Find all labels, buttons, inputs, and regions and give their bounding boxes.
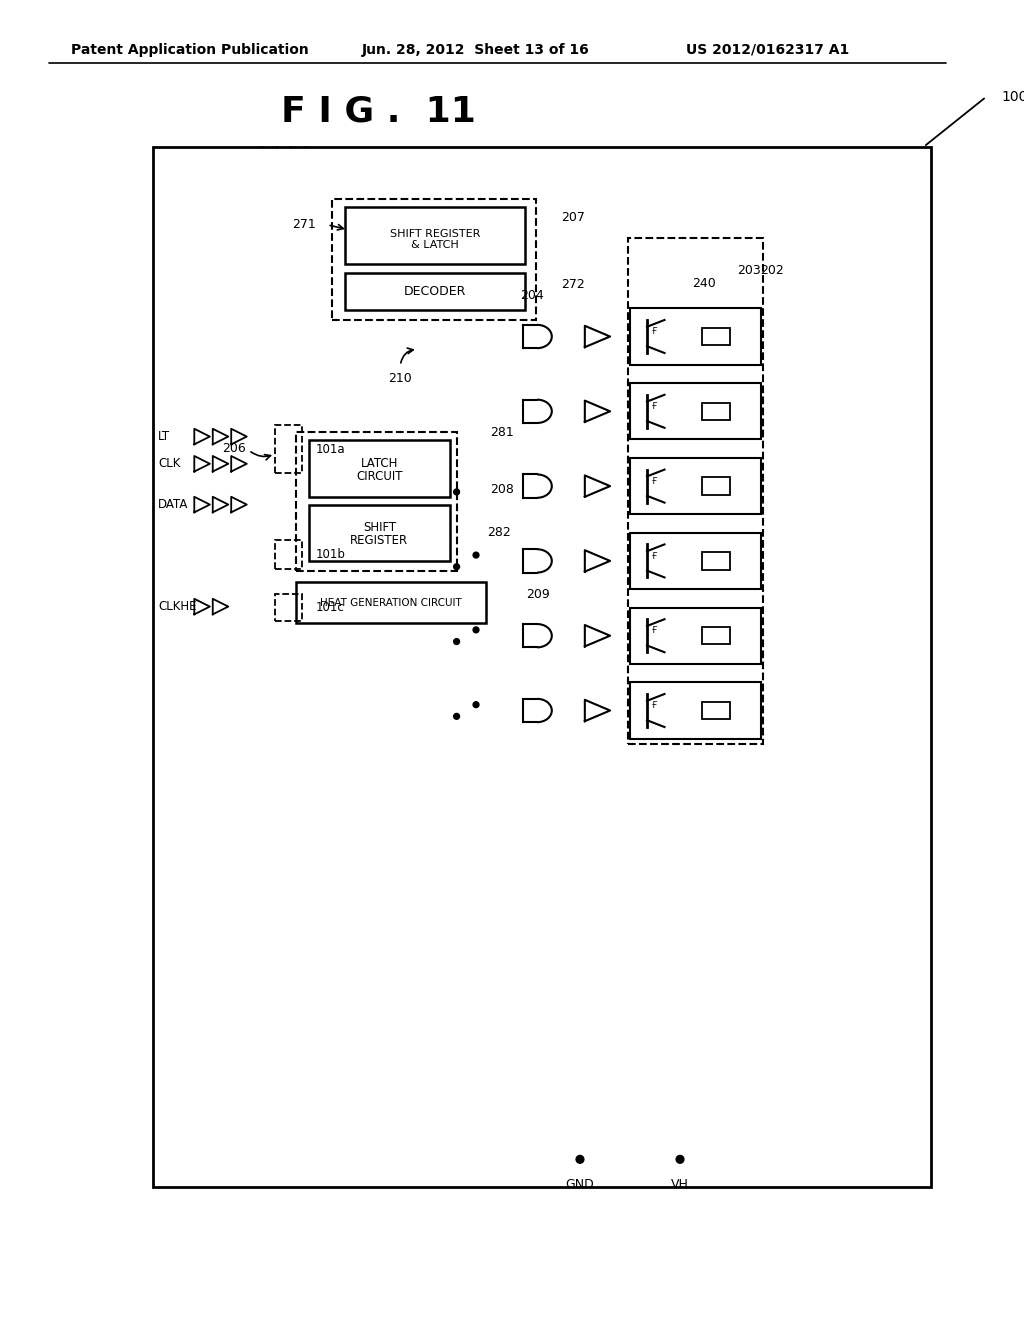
Circle shape [454, 564, 460, 570]
Text: DECODER: DECODER [403, 285, 466, 298]
Text: Patent Application Publication: Patent Application Publication [71, 44, 308, 57]
Text: 101a: 101a [315, 442, 345, 455]
Text: Ғ: Ғ [652, 327, 657, 337]
Bar [702, 552, 729, 570]
Text: 207: 207 [561, 211, 586, 224]
Circle shape [454, 488, 460, 495]
Text: 272: 272 [561, 277, 586, 290]
Bar [630, 682, 761, 739]
Text: 100: 100 [1001, 90, 1024, 103]
Bar [154, 147, 931, 1187]
Text: LT: LT [159, 430, 170, 444]
Text: Ғ: Ғ [652, 552, 657, 561]
Bar [296, 582, 485, 623]
Bar [630, 607, 761, 664]
Bar [345, 207, 524, 264]
Bar [630, 458, 761, 515]
Bar [309, 504, 450, 561]
Text: 202: 202 [761, 264, 784, 277]
Bar [274, 540, 302, 569]
Text: 204: 204 [520, 289, 544, 302]
Circle shape [473, 627, 479, 632]
Bar [296, 432, 457, 570]
Text: VH: VH [671, 1177, 689, 1191]
Text: LATCH: LATCH [360, 457, 398, 470]
Circle shape [473, 702, 479, 708]
Text: 210: 210 [388, 372, 413, 384]
Text: 206: 206 [222, 442, 246, 454]
Text: 209: 209 [526, 589, 550, 602]
Text: SHIFT REGISTER: SHIFT REGISTER [389, 228, 480, 239]
Bar [630, 383, 761, 440]
Text: F I G .  11: F I G . 11 [282, 94, 476, 128]
Bar [630, 309, 761, 364]
Text: SHIFT: SHIFT [362, 521, 396, 535]
Text: 101b: 101b [315, 548, 346, 561]
Text: CLK: CLK [159, 457, 180, 470]
Bar [274, 425, 302, 474]
Text: 240: 240 [692, 277, 716, 289]
Text: CIRCUIT: CIRCUIT [356, 470, 402, 483]
Text: Jun. 28, 2012  Sheet 13 of 16: Jun. 28, 2012 Sheet 13 of 16 [362, 44, 590, 57]
Text: CLKHE: CLKHE [159, 601, 197, 612]
Text: 282: 282 [486, 527, 510, 540]
Text: Ғ: Ғ [652, 403, 657, 411]
Bar [345, 273, 524, 310]
Text: DATA: DATA [159, 498, 188, 511]
Bar [702, 478, 729, 495]
Circle shape [577, 1155, 584, 1163]
Bar [702, 627, 729, 644]
Bar [702, 702, 729, 719]
Circle shape [454, 639, 460, 644]
Text: Ғ: Ғ [652, 477, 657, 486]
Text: REGISTER: REGISTER [350, 535, 409, 546]
Text: GND: GND [565, 1177, 594, 1191]
Text: 101c: 101c [315, 601, 344, 614]
Text: HEAT GENERATION CIRCUIT: HEAT GENERATION CIRCUIT [321, 598, 462, 607]
Text: & LATCH: & LATCH [411, 240, 459, 251]
Circle shape [454, 713, 460, 719]
Bar [628, 239, 763, 743]
Text: Ғ: Ғ [652, 627, 657, 635]
Text: US 2012/0162317 A1: US 2012/0162317 A1 [686, 44, 849, 57]
Circle shape [473, 552, 479, 558]
Bar [274, 594, 302, 622]
Bar [702, 403, 729, 420]
Text: 208: 208 [490, 483, 514, 495]
Bar [630, 533, 761, 589]
Text: 281: 281 [490, 426, 514, 440]
Bar [702, 327, 729, 346]
Text: 271: 271 [292, 218, 315, 231]
Bar [309, 441, 450, 496]
Circle shape [676, 1155, 684, 1163]
Text: Ғ: Ғ [652, 701, 657, 710]
Text: 203: 203 [737, 264, 761, 277]
Bar [332, 198, 537, 319]
